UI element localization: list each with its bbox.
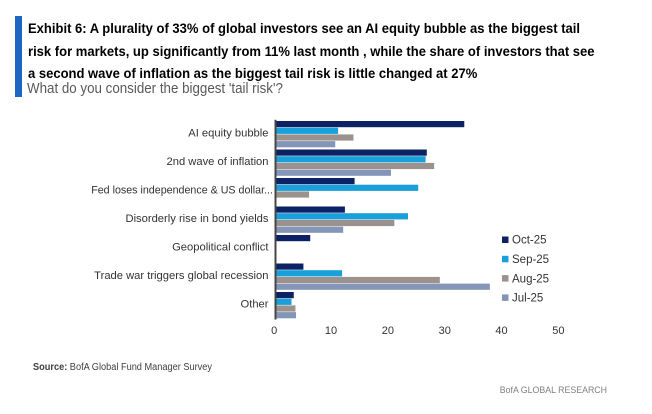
svg-text:40: 40 bbox=[495, 325, 507, 337]
svg-text:0: 0 bbox=[271, 325, 277, 337]
svg-text:2nd wave of inflation: 2nd wave of inflation bbox=[167, 156, 269, 168]
svg-text:30: 30 bbox=[439, 325, 451, 337]
svg-text:Geopolitical conflict: Geopolitical conflict bbox=[172, 242, 269, 254]
svg-text:Disorderly rise in bond yields: Disorderly rise in bond yields bbox=[125, 213, 268, 225]
svg-text:Trade war triggers global rece: Trade war triggers global recession bbox=[94, 270, 268, 282]
svg-text:20: 20 bbox=[382, 325, 394, 337]
svg-text:Aug-25: Aug-25 bbox=[512, 273, 549, 285]
svg-text:Other: Other bbox=[241, 299, 269, 311]
svg-text:Jul-25: Jul-25 bbox=[512, 293, 543, 305]
svg-text:AI equity bubble: AI equity bubble bbox=[188, 128, 268, 140]
svg-text:Fed loses independence & US do: Fed loses independence & US dollar... bbox=[91, 185, 273, 197]
svg-text:Sep-25: Sep-25 bbox=[512, 254, 549, 266]
svg-text:50: 50 bbox=[552, 325, 564, 337]
svg-text:10: 10 bbox=[325, 325, 337, 337]
svg-text:Oct-25: Oct-25 bbox=[512, 235, 547, 247]
